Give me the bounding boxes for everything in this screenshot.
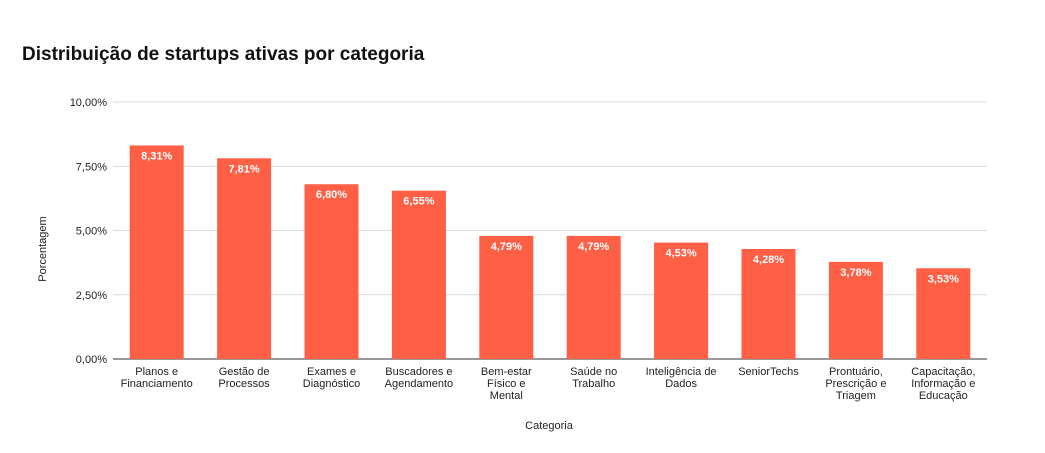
x-category-label: Gestão de Processos bbox=[218, 366, 270, 390]
x-axis-title: Categoria bbox=[525, 420, 574, 432]
bar-data-label: 6,55% bbox=[403, 196, 434, 208]
bar-data-label: 6,80% bbox=[316, 189, 347, 201]
x-category-label: Buscadores e Agendamento bbox=[385, 366, 454, 390]
x-category-label: SeniorTechs bbox=[738, 366, 799, 378]
x-category-label: Exames e Diagnóstico bbox=[303, 366, 360, 390]
bar-data-label: 4,79% bbox=[491, 241, 522, 253]
bar-data-label: 4,28% bbox=[753, 254, 784, 266]
x-category-label: Saúde no Trabalho bbox=[570, 366, 617, 390]
x-category-label: Planos e Financiamento bbox=[121, 366, 193, 390]
bar-data-label: 7,81% bbox=[228, 163, 259, 175]
bar-data-label: 3,53% bbox=[928, 273, 959, 285]
data-labels: 8,31% 7,81% 6,80% 6,55% 4,79% 4,79% 4,53% 4,28%… bbox=[141, 150, 959, 285]
bar bbox=[654, 242, 709, 359]
y-tick-label: 7,50% bbox=[76, 161, 107, 173]
bar bbox=[129, 145, 184, 359]
bars bbox=[129, 145, 971, 359]
y-axis-title: Porcentagem bbox=[37, 216, 49, 281]
y-axis-ticks: 0,00% 2,50% 5,00% 7,50% 10,00% bbox=[70, 97, 108, 366]
bar bbox=[916, 268, 971, 359]
y-tick-label: 0,00% bbox=[76, 354, 107, 366]
bar-data-label: 4,79% bbox=[578, 241, 609, 253]
bar bbox=[391, 190, 446, 359]
bar bbox=[741, 249, 796, 359]
bar-data-label: 4,53% bbox=[665, 248, 696, 260]
bar bbox=[828, 261, 883, 359]
bar bbox=[566, 235, 621, 359]
bar-data-label: 3,78% bbox=[840, 267, 871, 279]
bar bbox=[479, 235, 534, 359]
x-category-label: Inteligência de Dados bbox=[646, 366, 717, 390]
y-tick-label: 5,00% bbox=[76, 226, 107, 238]
chart-title: Distribuição de startups ativas por cate… bbox=[22, 44, 425, 65]
bar bbox=[217, 158, 272, 359]
bar bbox=[304, 184, 359, 359]
x-category-label: Prontuário, Prescrição e Triagem bbox=[825, 366, 886, 402]
bar-data-label: 8,31% bbox=[141, 150, 172, 162]
y-tick-label: 10,00% bbox=[70, 97, 108, 109]
y-tick-label: 2,50% bbox=[76, 290, 107, 302]
x-category-label: Capacitação, Informação e Educação bbox=[911, 366, 975, 402]
x-category-label: Bem-estar Físico e Mental bbox=[481, 366, 532, 402]
x-axis-categories: Planos e Financiamento Gestão de Processos E… bbox=[121, 366, 976, 402]
